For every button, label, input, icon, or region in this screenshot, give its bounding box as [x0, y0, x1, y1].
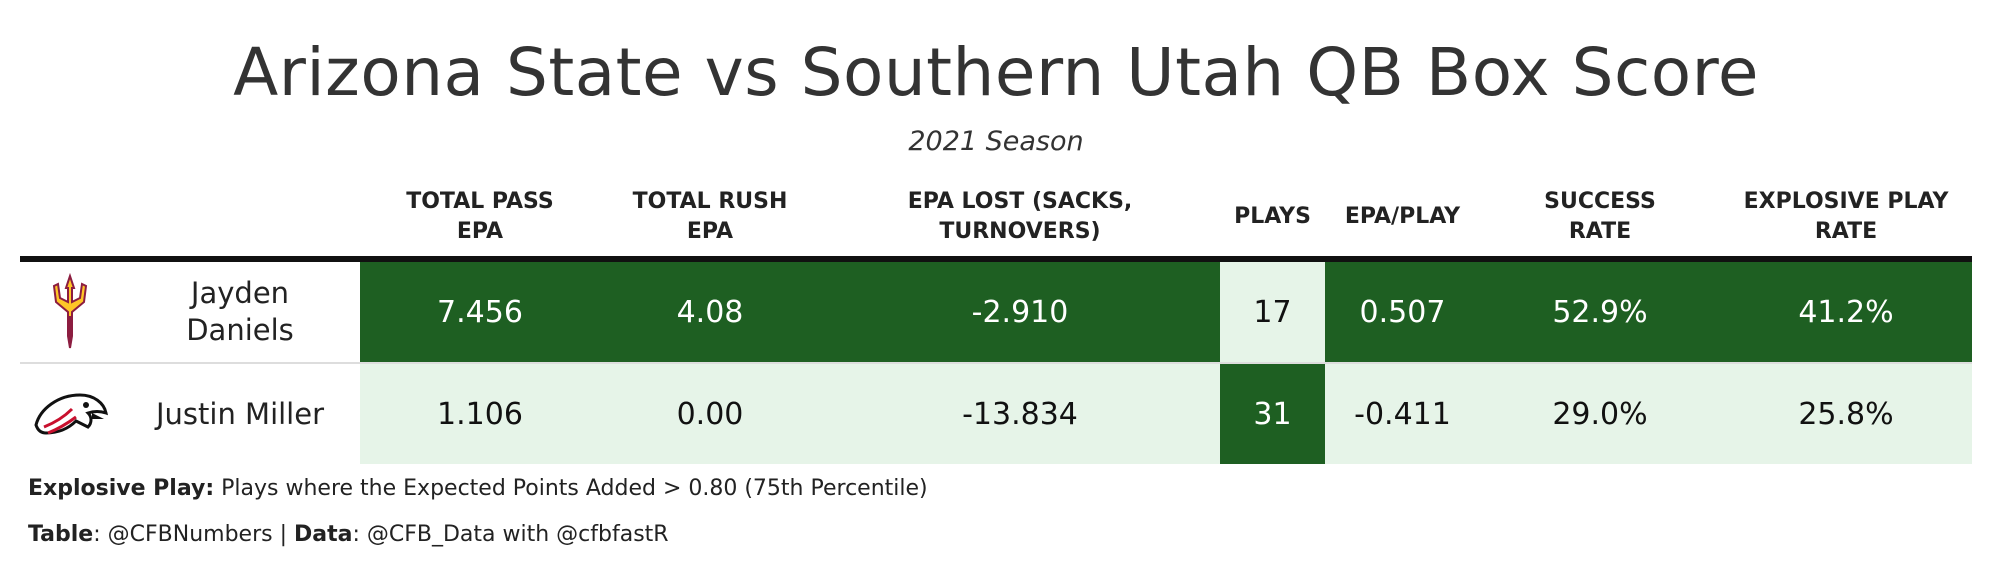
epa-per-play-cell: 0.507 [1325, 262, 1480, 362]
epa-lost-cell: -13.834 [820, 364, 1220, 464]
data-credit: : @CFB_Data with @cfbfastR [352, 522, 669, 547]
thunderbird-logo-icon [20, 364, 120, 464]
page-title: Arizona State vs Southern Utah QB Box Sc… [233, 34, 1759, 111]
epa-lost-cell: -2.910 [820, 262, 1220, 362]
explosive-play-text: Plays where the Expected Points Added > … [214, 476, 928, 501]
col-header-total-rush-epa: TOTAL RUSH EPA [632, 189, 788, 244]
plays-cell: 31 [1220, 364, 1325, 464]
page-subtitle: 2021 Season [908, 126, 1084, 157]
total-pass-epa-cell: 7.456 [360, 262, 600, 362]
col-header-success-rate: SUCCESS RATE [1544, 189, 1656, 244]
total-rush-epa-cell: 0.00 [600, 364, 820, 464]
table-row: Justin Miller 1.106 0.00 -13.834 31 -0.4… [20, 362, 1972, 464]
epa-per-play-cell: -0.411 [1325, 364, 1480, 464]
col-header-plays: PLAYS [1234, 204, 1311, 229]
col-header-epa-per-play: EPA/PLAY [1344, 204, 1461, 229]
table-row: Jayden Daniels 7.456 4.08 -2.910 17 0.50… [20, 262, 1972, 362]
source-footnote: Table: @CFBNumbers | Data: @CFB_Data wit… [28, 522, 669, 547]
table-header: TOTAL PASS EPA TOTAL RUSH EPA EPA LOST (… [20, 178, 1972, 262]
explosive-play-rate-cell: 25.8% [1720, 364, 1972, 464]
explosive-play-footnote: Explosive Play: Plays where the Expected… [28, 476, 928, 501]
pitchfork-logo-icon [20, 262, 120, 362]
player-name: Jayden Daniels [186, 276, 294, 347]
data-label: Data [293, 522, 353, 547]
explosive-play-label: Explosive Play: [28, 476, 215, 501]
explosive-play-rate-cell: 41.2% [1720, 262, 1972, 362]
col-header-total-pass-epa: TOTAL PASS EPA [406, 189, 554, 244]
plays-cell: 17 [1220, 262, 1325, 362]
success-rate-cell: 52.9% [1480, 262, 1720, 362]
total-pass-epa-cell: 1.106 [360, 364, 600, 464]
col-header-explosive-play-rate: EXPLOSIVE PLAY RATE [1743, 189, 1949, 244]
table-label: Table [28, 522, 94, 547]
table-credit: : @CFBNumbers | [93, 522, 294, 547]
success-rate-cell: 29.0% [1480, 364, 1720, 464]
qb-box-score-table: TOTAL PASS EPA TOTAL RUSH EPA EPA LOST (… [20, 178, 1972, 464]
col-header-epa-lost: EPA LOST (SACKS, TURNOVERS) [907, 189, 1133, 244]
total-rush-epa-cell: 4.08 [600, 262, 820, 362]
player-name: Justin Miller [155, 396, 325, 431]
